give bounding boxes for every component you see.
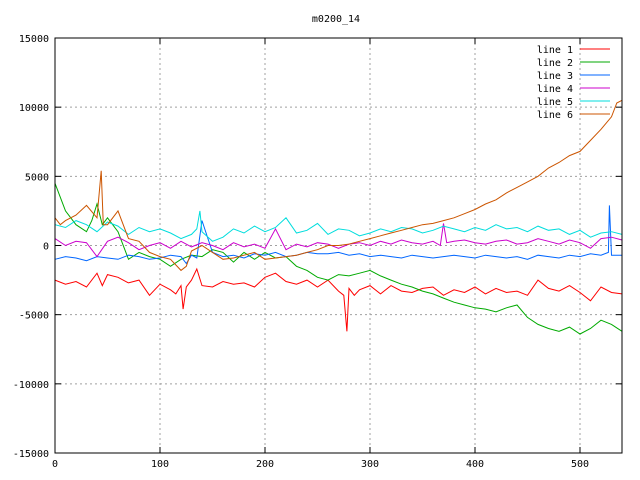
legend-label-4: line 4 — [537, 84, 573, 95]
series-line-5 — [54, 210, 623, 242]
x-tick-label: 100 — [151, 459, 169, 470]
series-line-3 — [54, 205, 622, 265]
y-tick-label: 15000 — [19, 34, 49, 45]
x-tick-label: 300 — [361, 459, 379, 470]
legend-label-5: line 5 — [537, 97, 573, 108]
legend-label-6: line 6 — [537, 110, 573, 121]
y-tick-label: -10000 — [13, 380, 49, 391]
legend-label-1: line 1 — [537, 45, 573, 56]
series-line-1 — [54, 267, 623, 332]
x-tick-label: 200 — [256, 459, 274, 470]
y-tick-label: -15000 — [13, 449, 49, 460]
grid — [55, 38, 622, 453]
legend-label-2: line 2 — [537, 58, 573, 69]
chart-title: m0200_14 — [312, 14, 360, 25]
axis-ticks: 0 100 200 300 400 500 -15000 -10000 -5000 0 5000 10… — [13, 34, 622, 470]
y-tick-label: 0 — [43, 242, 49, 253]
x-tick-label: 400 — [466, 459, 484, 470]
legend: line 1 line 2 line 3 line 4 line 5 line 6 — [537, 45, 610, 121]
legend-label-3: line 3 — [537, 71, 573, 82]
series-line-6 — [54, 99, 623, 272]
y-tick-label: 10000 — [19, 103, 49, 114]
y-tick-label: -5000 — [19, 311, 49, 322]
y-tick-label: 5000 — [25, 172, 49, 183]
x-tick-label: 0 — [52, 459, 58, 470]
series-line-2 — [54, 183, 623, 335]
x-tick-label: 500 — [571, 459, 589, 470]
series-layer — [54, 99, 623, 335]
